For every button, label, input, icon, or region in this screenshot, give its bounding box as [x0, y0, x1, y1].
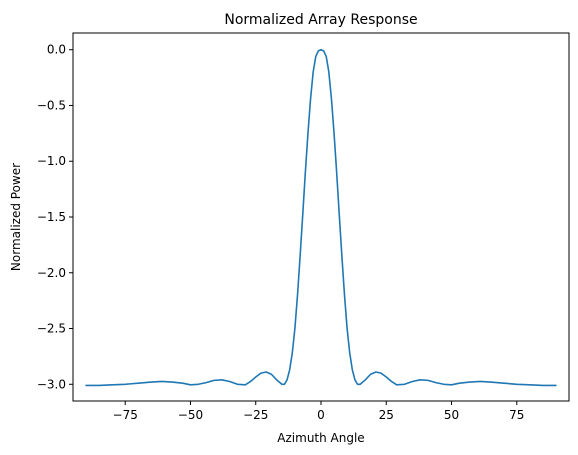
y-axis-label: Normalized Power [9, 163, 23, 271]
x-axis-label: Azimuth Angle [277, 431, 364, 445]
x-tick-label: −50 [178, 408, 203, 422]
y-tick-label: −1.0 [37, 154, 66, 168]
x-tick-label: −25 [243, 408, 268, 422]
y-tick-label: 0.0 [47, 43, 66, 57]
y-tick-label: −2.0 [37, 266, 66, 280]
x-axis: −75 −50 −25 0 25 50 75 [113, 401, 524, 422]
x-tick-label: 50 [444, 408, 459, 422]
x-tick-label: −75 [113, 408, 138, 422]
y-tick-label: −1.5 [37, 210, 66, 224]
series-line [85, 48, 557, 387]
y-tick-label: −3.0 [37, 377, 66, 391]
y-axis: 0.0 −0.5 −1.0 −1.5 −2.0 −2.5 −3.0 [37, 43, 73, 391]
x-tick-label: 75 [509, 408, 524, 422]
x-tick-label: 0 [317, 408, 325, 422]
y-tick-label: −0.5 [37, 98, 66, 112]
chart-title: Normalized Array Response [224, 12, 417, 28]
y-tick-label: −2.5 [37, 322, 66, 336]
plot-frame [72, 32, 570, 402]
plot-area [72, 32, 570, 402]
x-tick-label: 25 [379, 408, 394, 422]
